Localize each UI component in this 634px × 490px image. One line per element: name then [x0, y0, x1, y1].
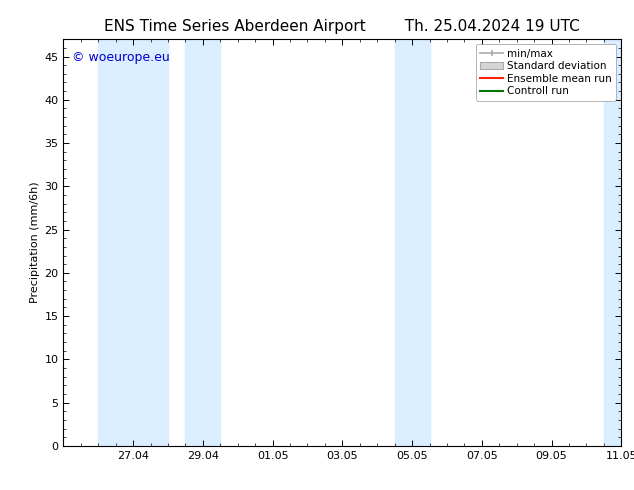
Bar [394, 39, 429, 446]
Bar [185, 39, 221, 446]
Y-axis label: Precipitation (mm/6h): Precipitation (mm/6h) [30, 182, 40, 303]
Bar [604, 39, 621, 446]
Text: © woeurope.eu: © woeurope.eu [72, 51, 169, 64]
Bar [98, 39, 168, 446]
Legend: min/max, Standard deviation, Ensemble mean run, Controll run: min/max, Standard deviation, Ensemble me… [476, 45, 616, 100]
Title: ENS Time Series Aberdeen Airport        Th. 25.04.2024 19 UTC: ENS Time Series Aberdeen Airport Th. 25.… [105, 19, 580, 34]
